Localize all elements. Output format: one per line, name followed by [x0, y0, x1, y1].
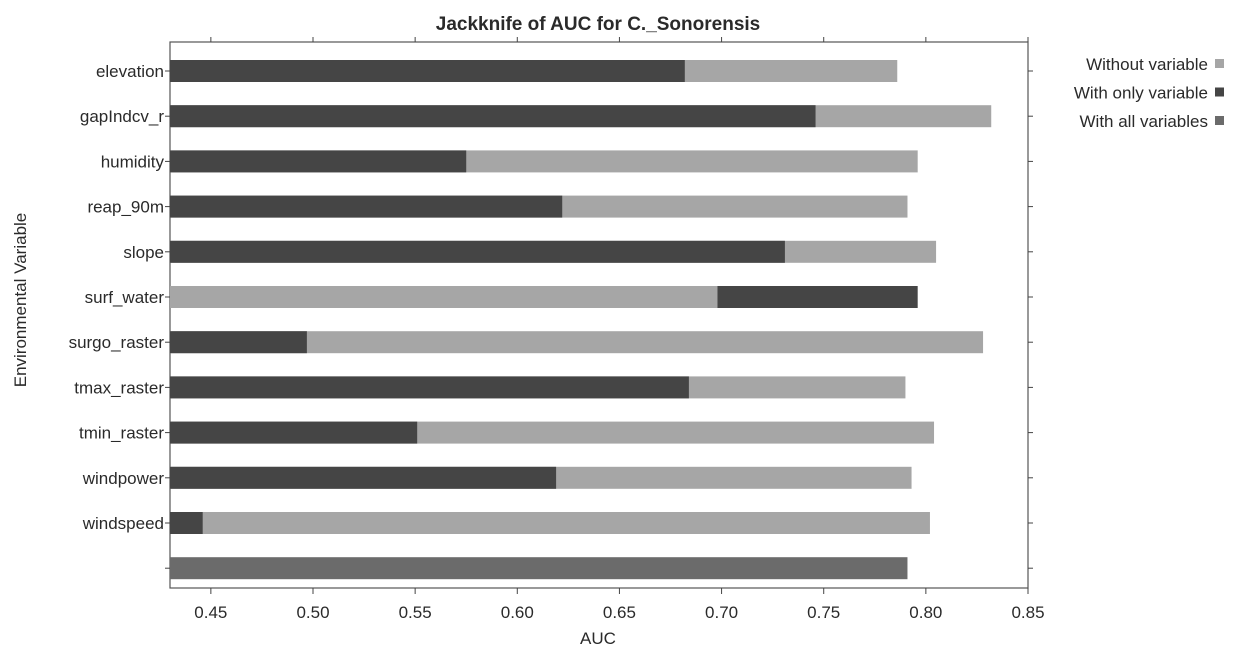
axis-ticks	[165, 37, 1033, 594]
legend-swatch-without-variable	[1215, 59, 1224, 68]
bar-with-only-surgo-raster	[170, 331, 307, 354]
category-label-tmax-raster: tmax_raster	[74, 378, 164, 397]
chart-title: Jackknife of AUC for C._Sonorensis	[436, 14, 760, 35]
legend-swatch-with-only-variable	[1215, 87, 1224, 97]
bar-with-only-gapindcv-r	[170, 105, 816, 128]
y-axis-label: Environmental Variable	[11, 213, 30, 388]
x-tick-label: 0.50	[296, 603, 329, 622]
bar-with-only-windpower	[170, 466, 557, 489]
bar-without-windspeed	[170, 512, 930, 534]
bar-with-only-slope	[170, 240, 785, 263]
category-label-reap-90m: reap_90m	[87, 198, 164, 217]
x-tick-label: 0.45	[194, 603, 227, 622]
bar-with-only-humidity	[170, 150, 467, 173]
legend-label-with-only-variable: With only variable	[1074, 84, 1208, 103]
bar-without-surf-water	[170, 286, 718, 308]
bar-with-only-tmax-raster	[170, 376, 689, 399]
category-label-elevation: elevation	[96, 62, 164, 81]
legend: Without variable With only variable With a…	[1074, 55, 1224, 131]
category-label-gapindcv-r: gapIndcv_r	[80, 107, 164, 126]
x-axis-label: AUC	[580, 629, 616, 648]
category-labels: elevation gapIndcv_r humidity reap_90mslope…	[69, 62, 165, 533]
bar-without-surgo-raster	[170, 331, 984, 354]
legend-label-with-all-variables: With all variables	[1080, 112, 1209, 131]
category-label-humidity: humidity	[101, 152, 165, 171]
x-tick-label: 0.85	[1011, 603, 1044, 622]
x-tick-label: 0.70	[705, 603, 738, 622]
category-label-slope: slope	[123, 243, 164, 262]
bar-with-all-variables	[170, 557, 908, 580]
category-label-surgo-raster: surgo_raster	[69, 333, 165, 352]
x-tick-label: 0.75	[807, 603, 840, 622]
legend-swatch-with-all-variables	[1215, 116, 1224, 125]
bar-with-only-elevation	[170, 60, 685, 82]
x-tick-label: 0.60	[501, 603, 534, 622]
category-label-windspeed: windspeed	[82, 514, 164, 533]
x-tick-label: 0.80	[909, 603, 942, 622]
bars-group	[170, 60, 992, 580]
bar-with-only-windspeed	[170, 512, 203, 534]
category-label-surf-water: surf_water	[85, 288, 165, 307]
plot-area	[169, 41, 1029, 589]
x-tick-label: 0.55	[399, 603, 432, 622]
x-tick-label: 0.65	[603, 603, 636, 622]
legend-label-without-variable: Without variable	[1086, 55, 1208, 74]
x-tick-labels: 0.45 0.50 0.55 0.60 0.65 0.70 0.75 0.80 0.85	[194, 603, 1044, 622]
category-label-windpower: windpower	[82, 469, 165, 488]
bar-with-only-reap-90m	[170, 195, 563, 218]
category-label-tmin-raster: tmin_raster	[79, 424, 164, 443]
bar-with-only-tmin-raster	[170, 421, 418, 444]
